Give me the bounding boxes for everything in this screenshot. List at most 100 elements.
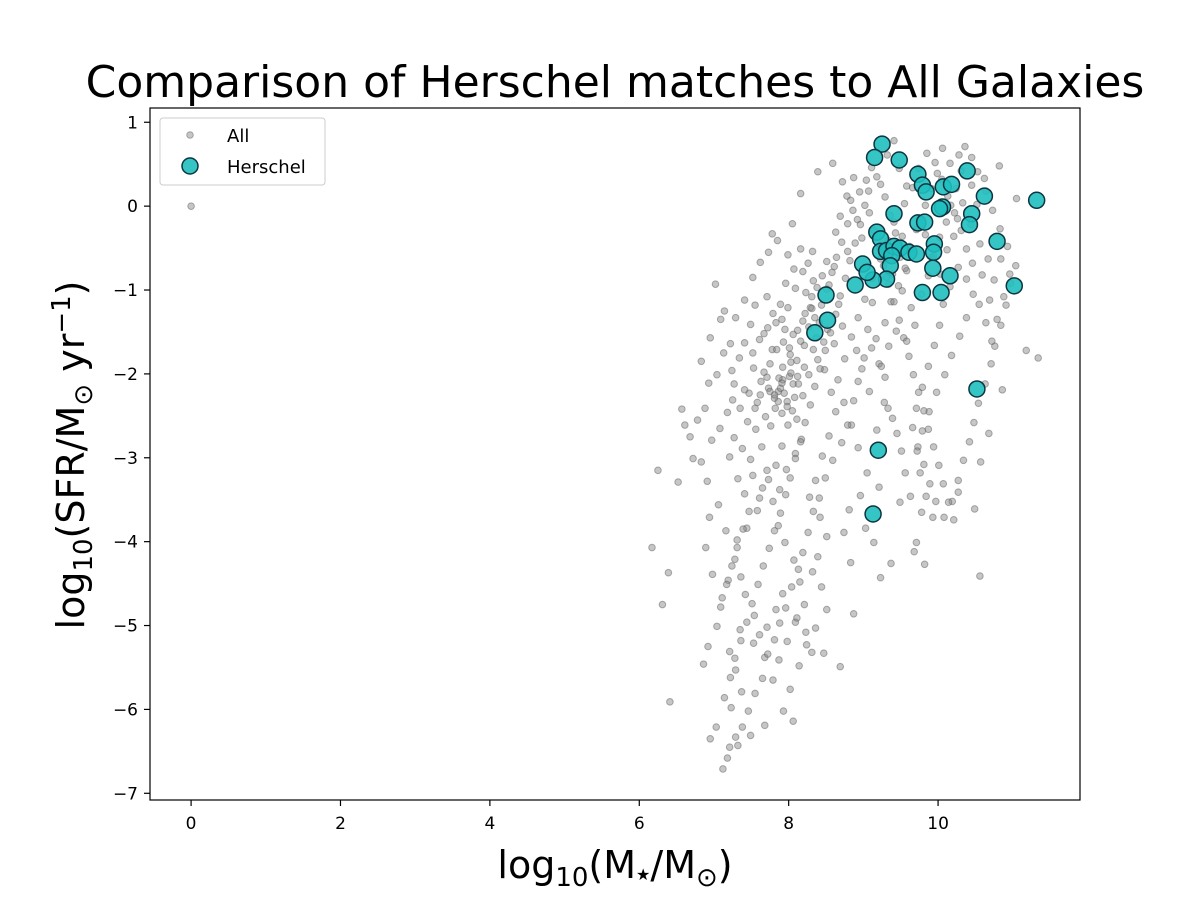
all-galaxy-point-434 [813,283,821,292]
all-galaxy-point-451 [751,404,759,413]
all-galaxy-point-345 [738,723,747,731]
legend-box [159,117,326,186]
x-axis-label-expr: (M [588,843,636,887]
all-galaxy-point-480 [843,192,851,200]
all-galaxy-point-308 [941,370,949,379]
all-galaxy-point-347 [725,743,734,751]
all-galaxy-point-472 [891,229,900,237]
all-galaxy-point-116 [723,754,732,762]
all-galaxy-point-414 [832,253,841,262]
all-galaxy-point-8 [701,404,709,413]
all-galaxy-point-85 [757,443,766,451]
all-galaxy-point-475 [876,180,885,189]
all-galaxy-point-358 [776,509,785,517]
all-galaxy-point-280 [828,159,837,168]
all-galaxy-point-262 [658,600,667,609]
all-galaxy-point-283 [853,215,862,224]
all-galaxy-point-381 [890,297,898,306]
all-galaxy-point-135 [846,558,855,567]
all-galaxy-point-21 [740,490,749,498]
all-galaxy-point-353 [748,599,756,608]
all-galaxy-point-267 [697,357,706,366]
all-galaxy-point-444 [751,301,759,309]
all-galaxy-point-244 [788,407,797,415]
all-galaxy-point-171 [914,443,922,451]
all-galaxy-point-28 [755,335,764,344]
all-galaxy-point-388 [924,425,933,434]
all-galaxy-point-339 [775,619,784,627]
all-galaxy-point-221 [852,346,861,355]
herschel-point-16 [915,213,934,231]
all-galaxy-point-83 [758,484,767,492]
all-galaxy-point-441 [778,315,786,324]
all-galaxy-point-106 [822,605,831,614]
herschel-point-45 [869,441,888,459]
all-galaxy-point-9 [693,416,702,424]
all-galaxy-point-251 [739,525,747,533]
all-galaxy-point-207 [920,560,929,569]
all-galaxy-point-342 [758,674,767,683]
all-galaxy-point-248 [764,475,773,484]
all-galaxy-point-346 [731,733,740,741]
herschel-point-9 [975,187,994,205]
all-galaxy-point-307 [947,351,956,360]
all-galaxy-point-334 [804,528,812,537]
all-galaxy-point-119 [712,723,721,731]
all-galaxy-point-403 [772,345,781,354]
all-galaxy-point-65 [775,656,783,664]
all-galaxy-point-355 [759,562,768,570]
all-galaxy-point-155 [923,149,931,158]
all-galaxy-point-269 [731,313,740,322]
all-galaxy-point-344 [744,707,753,715]
all-galaxy-point-78 [714,500,723,509]
all-galaxy-point-95 [827,388,836,397]
herschel-point-36 [941,267,959,285]
all-galaxy-point-474 [881,193,889,201]
all-galaxy-point-362 [796,438,805,446]
y-tick-label-0: 1 [127,113,138,133]
all-galaxy-point-316 [917,508,926,517]
all-galaxy-point-124 [736,625,744,634]
x-axis-label-close: ) [718,843,733,887]
all-galaxy-point-393 [949,516,958,524]
herschel-point-38 [932,283,950,302]
all-galaxy-point-350 [731,654,739,663]
y-tick-label-1: 0 [127,197,138,217]
all-galaxy-point-87 [771,404,780,413]
all-galaxy-point-112 [789,717,797,725]
all-galaxy-point-10 [686,433,694,441]
all-galaxy-point-375 [861,201,869,210]
all-galaxy-point-142 [840,398,848,407]
all-galaxy-point-291 [921,230,930,239]
all-galaxy-point-156 [931,158,939,167]
all-galaxy-point-61 [796,578,804,586]
all-galaxy-point-366 [816,365,824,373]
all-galaxy-point-103 [814,552,822,561]
all-galaxy-point-15 [716,424,724,433]
herschel-point-0 [873,135,891,153]
all-galaxy-point-127 [772,605,780,614]
all-galaxy-point-6 [713,370,721,379]
all-galaxy-point-54 [791,449,800,458]
all-galaxy-point-323 [875,360,883,368]
all-galaxy-point-365 [811,382,819,391]
all-galaxy-point-309 [932,388,941,397]
all-galaxy-point-223 [872,334,880,343]
all-galaxy-point-90 [793,326,802,335]
y-tick-label-2: −1 [113,281,138,301]
all-galaxy-point-250 [745,507,753,516]
all-galaxy-point-189 [1003,242,1012,251]
all-galaxy-point-49 [814,355,822,364]
all-galaxy-point-297 [958,198,967,207]
all-galaxy-point-437 [808,247,817,256]
all-galaxy-point-315 [929,513,937,522]
all-galaxy-point-199 [1034,354,1042,362]
all-galaxy-point-56 [775,485,784,494]
x-tick-label-0: 0 [186,814,197,834]
all-galaxy-point-32 [764,384,773,392]
all-galaxy-point-132 [819,649,828,658]
all-galaxy-point-82 [753,506,762,515]
herschel-point-1 [865,148,884,167]
herschel-point-14 [960,215,979,234]
all-galaxy-point-11 [689,454,697,463]
